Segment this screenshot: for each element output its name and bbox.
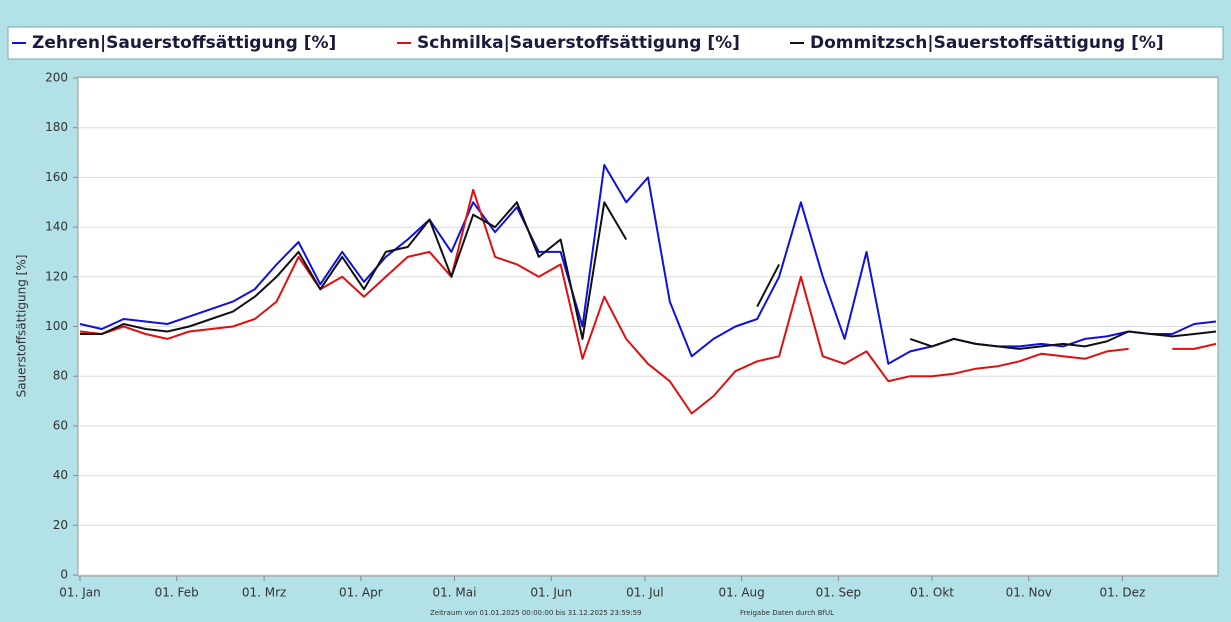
y-tick-label: 20: [53, 518, 68, 532]
x-tick-label: 01. Mai: [433, 586, 477, 600]
y-tick-label: 160: [45, 170, 68, 184]
x-tick-label: 01. Nov: [1006, 586, 1052, 600]
legend-box: [7, 26, 1224, 60]
x-tick-label: 01. Dez: [1099, 586, 1145, 600]
legend-label: Dommitzsch|Sauerstoffsättigung [%]: [810, 33, 1164, 53]
footer: Freigabe Daten durch BfUL: [740, 609, 834, 617]
series-line: [79, 188, 1217, 415]
y-tick-label: 80: [53, 369, 68, 383]
y-tick-label: 40: [53, 468, 68, 482]
y-tick-label: 60: [53, 418, 68, 432]
x-tick-label: 01. Jul: [626, 586, 663, 600]
x-tick-label: 01. Apr: [339, 586, 383, 600]
y-tick-label: 140: [45, 220, 68, 234]
legend-label: Zehren|Sauerstoffsättigung [%]: [32, 33, 336, 53]
series-line: [79, 164, 1217, 365]
legend-label: Schmilka|Sauerstoffsättigung [%]: [417, 33, 740, 53]
y-axis-label: Sauerstoffsättigung [%]: [15, 255, 29, 398]
y-tick-label: 0: [60, 568, 68, 582]
x-tick-label: 01. Jan: [59, 586, 100, 600]
series-line: [80, 201, 1217, 350]
y-tick-label: 180: [45, 120, 68, 134]
x-tick-label: 01. Okt: [910, 586, 954, 600]
y-tick-label: 100: [45, 319, 68, 333]
x-tick-label: 01. Jun: [530, 586, 572, 600]
y-tick-label: 200: [45, 71, 68, 85]
x-tick-label: 01. Sep: [816, 586, 862, 600]
x-tick-label: 01. Mrz: [242, 586, 286, 600]
footer: Zeitraum von 01.01.2025 00:00:00 bis 31.…: [430, 609, 642, 617]
x-tick-label: 01. Feb: [155, 586, 199, 600]
x-tick-label: 01. Aug: [718, 586, 764, 600]
y-tick-label: 120: [45, 269, 68, 283]
